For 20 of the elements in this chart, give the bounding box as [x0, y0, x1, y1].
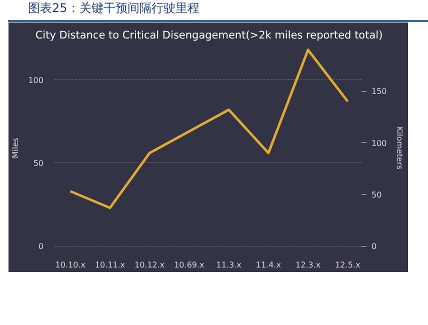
y-tick-label: 0 — [38, 242, 44, 252]
x-tick-label: 10.69.x — [174, 260, 205, 270]
y-axis-title: Miles — [11, 138, 20, 158]
x-tick-label: 10.11.x — [94, 260, 126, 270]
x-tick-label: 11.3.x — [216, 260, 242, 270]
x-tick-label: 11.4.x — [256, 260, 282, 270]
y2-tick-label: 50 — [372, 190, 382, 200]
y2-tick-label: 100 — [372, 138, 387, 148]
x-tick-label: 10.10.x — [55, 260, 86, 270]
y2-axis-title: Kilometers — [394, 126, 404, 170]
y-tick-label: 50 — [33, 158, 44, 168]
y2-tick-label: 0 — [372, 242, 377, 252]
y2-tick-label: 150 — [372, 87, 387, 96]
x-tick-label: 12.3.x — [295, 260, 321, 270]
x-tick-label: 10.12.x — [134, 260, 165, 270]
chart-subtitle: City Distance to Critical Disengagement(>2k miles reported total) — [35, 30, 383, 42]
line-series — [69, 48, 349, 210]
chart-title: 图表25：关键干预间隔行驶里程 — [28, 0, 200, 17]
y-tick-label: 100 — [28, 76, 44, 85]
x-tick-label: 12.5.x — [335, 260, 360, 270]
